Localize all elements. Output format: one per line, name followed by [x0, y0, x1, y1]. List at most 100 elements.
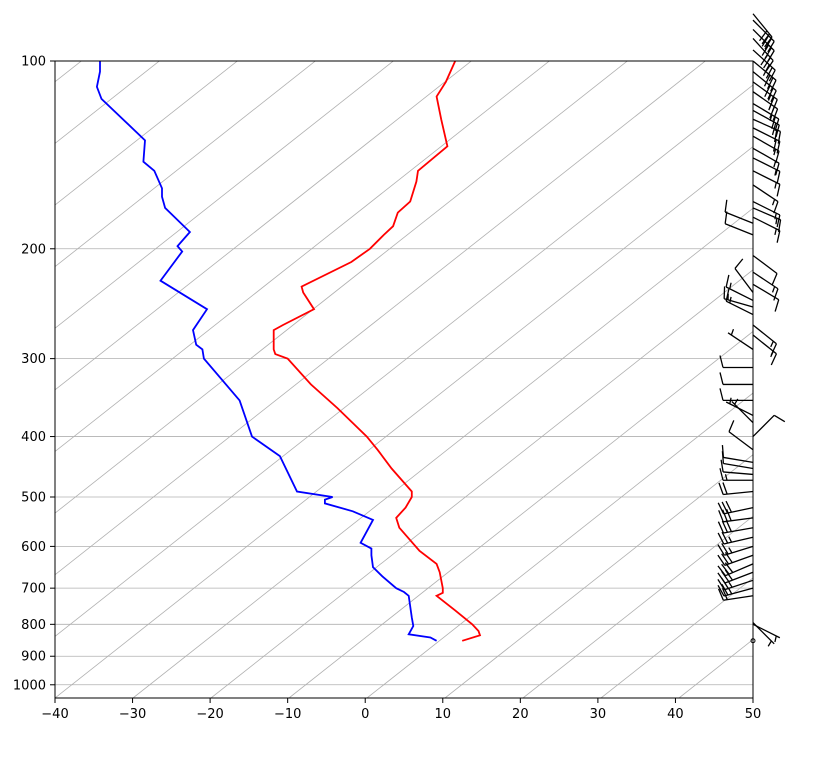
wind-barb-feather	[721, 553, 730, 565]
wind-barb-feather	[768, 96, 775, 109]
isotherm-gridline	[55, 61, 628, 514]
isotherm-gridline	[55, 61, 160, 144]
wind-barb-feather	[765, 67, 773, 79]
isotherm-gridline	[132, 207, 753, 698]
wind-barb	[721, 445, 754, 464]
wind-barb-half-feather	[774, 635, 777, 643]
wind-barb-feather	[770, 343, 778, 356]
wind-barb-feather	[767, 87, 774, 100]
isotherm-gridline	[600, 577, 753, 698]
wind-barb	[717, 520, 754, 534]
wind-barb-staff	[725, 401, 754, 417]
wind-barb-staff	[723, 587, 754, 597]
wind-barb-staff	[724, 579, 754, 591]
wind-barb-staff	[752, 109, 780, 126]
wind-barb-feather	[726, 509, 732, 522]
x-tick-label: 50	[745, 707, 762, 722]
wind-barb-feather	[725, 274, 730, 288]
wind-barb	[719, 372, 753, 386]
wind-barb-staff	[723, 595, 754, 601]
wind-barb-feather	[776, 230, 781, 243]
wind-barb	[752, 13, 773, 48]
wind-barb-feather	[725, 500, 733, 513]
wind-barb-feather	[719, 388, 724, 401]
x-tick-label: −40	[41, 707, 68, 722]
wind-barb-staff	[724, 545, 754, 556]
isotherm-gridline	[55, 61, 394, 329]
wind-barb-half-feather	[773, 148, 777, 156]
wind-barb-calm	[750, 638, 756, 644]
wind-barb-staff	[727, 332, 754, 350]
y-tick-label: 300	[21, 352, 46, 367]
wind-barb-feather	[717, 554, 726, 566]
wind-barb-feather	[771, 122, 777, 136]
wind-barb-staff	[723, 490, 754, 496]
y-tick-label: 500	[21, 491, 46, 506]
wind-barb	[723, 286, 754, 308]
isotherm-gridline	[366, 392, 753, 698]
wind-barb-half-feather	[774, 228, 777, 236]
wind-barb	[717, 543, 754, 556]
wind-barb-feather	[777, 131, 782, 144]
wind-barb-half-feather	[728, 547, 733, 554]
wind-barb-half-feather	[769, 114, 773, 121]
y-tick-label: 400	[21, 430, 46, 445]
wind-barb-half-feather	[774, 213, 777, 220]
wind-barb-staff	[752, 324, 777, 345]
wind-barb-half-feather	[728, 581, 733, 588]
wind-barb-feather	[717, 565, 726, 577]
y-tick-label: 900	[21, 650, 46, 665]
wind-barb-feather	[764, 36, 773, 48]
wind-barb	[752, 324, 778, 356]
wind-barb-half-feather	[775, 218, 778, 225]
wind-barb	[734, 258, 754, 293]
wind-barb-feather	[719, 372, 724, 385]
wind-barb	[724, 199, 754, 224]
wind-barb-feather	[721, 520, 728, 533]
wind-barb-half-feather	[729, 282, 732, 289]
wind-barb-feather	[774, 118, 780, 131]
x-tick-label: 40	[667, 707, 684, 722]
wind-barb-feather	[719, 355, 724, 368]
wind-barb-feather	[724, 199, 728, 213]
wind-barb-staff	[752, 271, 779, 290]
wind-barb-feather	[770, 353, 778, 366]
axes	[54, 60, 754, 699]
wind-barb-feather	[767, 50, 775, 62]
wind-barb-feather	[734, 258, 744, 269]
wind-barb-feather	[775, 124, 780, 138]
wind-barb	[752, 622, 775, 647]
wind-barb	[725, 288, 754, 316]
y-tick-label: 1000	[13, 678, 46, 693]
wind-barb	[752, 170, 781, 197]
isotherm-gridline	[0, 0, 119, 698]
y-tick-label: 700	[21, 582, 46, 597]
wind-barb-staff	[752, 157, 781, 172]
isotherm-gridline	[55, 84, 753, 637]
y-tick-label: 200	[21, 242, 46, 257]
wind-barb-staff	[752, 147, 780, 164]
wind-barb-staff	[725, 563, 754, 577]
y-tick-label: 100	[21, 55, 46, 70]
wind-barb-staff	[752, 91, 778, 110]
wind-barb-feather	[776, 214, 781, 228]
wind-barb	[719, 355, 753, 369]
wind-barb-feather	[774, 299, 780, 312]
wind-barb-staff	[725, 286, 754, 301]
wind-barb-staff	[724, 554, 754, 566]
wind-barb	[727, 328, 754, 350]
wind-barb-feather	[765, 60, 774, 72]
wind-barb-half-feather	[728, 536, 733, 543]
wind-barb-feather	[718, 482, 724, 495]
wind-barb	[724, 211, 754, 236]
wind-barb-feather	[721, 445, 725, 458]
isotherm-gridline	[444, 454, 753, 698]
wind-barb-staff	[752, 207, 781, 221]
isotherm-gridline	[288, 330, 753, 698]
wind-barb-staff	[752, 184, 779, 203]
wind-barb-staff	[752, 13, 773, 38]
wind-barb-feather	[717, 521, 725, 534]
wind-barb-staff	[723, 471, 754, 476]
wind-barb	[752, 414, 786, 438]
